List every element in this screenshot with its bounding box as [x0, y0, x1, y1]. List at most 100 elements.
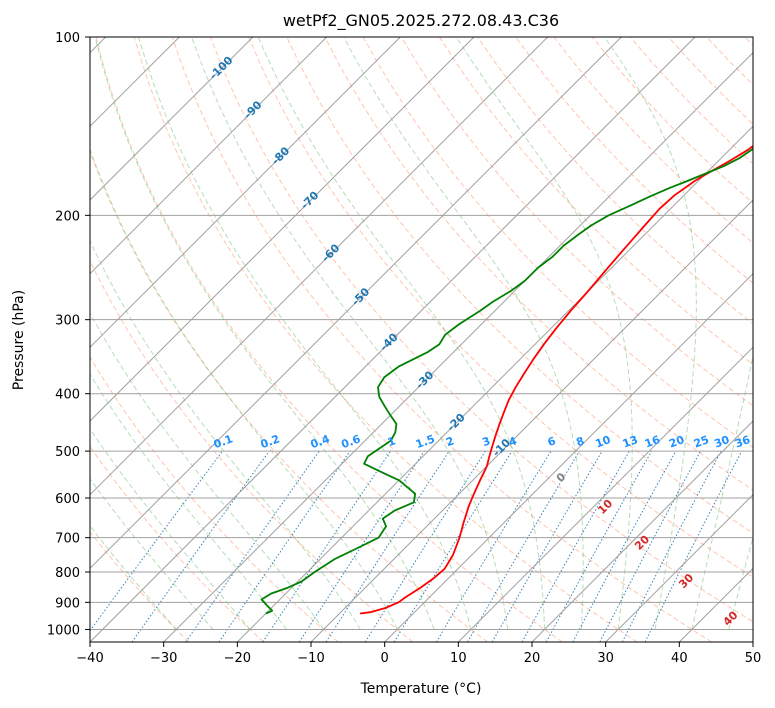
isotherm-line — [752, 641, 753, 642]
background-lines — [90, 37, 753, 642]
dry-adiabat-line — [706, 37, 753, 86]
dry-adiabat-line — [553, 37, 753, 244]
dry-adiabat-line — [90, 445, 264, 642]
isotherm-line — [90, 37, 475, 422]
mixing-ratio-line — [521, 450, 630, 642]
dry-adiabat-line — [133, 37, 638, 642]
x-tick-label: 50 — [745, 651, 762, 666]
mixing-ratio-label: 10 — [594, 433, 613, 451]
isotherm-line — [90, 37, 622, 570]
moist-adiabat-line — [90, 427, 251, 630]
x-tick-label: 0 — [381, 651, 389, 666]
moist-adiabat-line — [138, 37, 472, 630]
y-tick-label: 900 — [55, 596, 80, 611]
x-tick-label: 20 — [524, 651, 541, 666]
dry-adiabat-line — [668, 37, 753, 125]
mixing-ratio-label: 8 — [574, 434, 586, 449]
moist-adiabat-line — [604, 37, 697, 630]
mixing-ratio-line — [644, 450, 743, 642]
mixing-ratio-line — [435, 450, 552, 642]
moist-adiabat-line — [94, 37, 435, 630]
y-tick-label: 700 — [55, 532, 80, 547]
y-tick-label: 800 — [55, 566, 80, 581]
x-axis-label: Temperature (°C) — [360, 681, 482, 697]
dry-adiabat-line — [248, 37, 753, 578]
y-tick-label: 300 — [55, 314, 80, 329]
mixing-ratio-line — [185, 450, 320, 642]
dry-adiabat-line — [90, 356, 339, 642]
isotherm-line — [236, 125, 753, 642]
isotherm-line — [531, 420, 753, 642]
mixing-ratio-label: 0.6 — [340, 432, 363, 451]
mixing-ratio-line — [90, 450, 223, 632]
x-tick-label: 10 — [450, 651, 467, 666]
dry-adiabat-line — [90, 150, 488, 642]
mixing-ratio-label: 2 — [444, 434, 456, 449]
mixing-ratio-line — [545, 450, 653, 642]
isotherm-line — [90, 37, 328, 275]
y-tick-label: 100 — [55, 31, 80, 46]
dry-adiabat-line — [591, 37, 753, 204]
isotherm-line — [90, 37, 254, 201]
mixing-ratio-label: 16 — [643, 433, 662, 451]
moist-adiabat-line — [90, 311, 325, 630]
isotherm-line — [90, 37, 549, 496]
mixing-ratio-line — [131, 450, 270, 642]
moist-adiabat-line — [455, 37, 633, 630]
moist-adiabat-label: 10 — [595, 497, 615, 517]
mixing-ratio-label: 0.4 — [309, 432, 332, 451]
mixing-ratio-label: 6 — [546, 434, 558, 449]
moist-adiabat-line — [343, 37, 584, 630]
x-tick-label: −10 — [297, 651, 324, 666]
mixing-ratio-line — [393, 450, 513, 642]
dry-adiabat-line — [362, 37, 753, 449]
mixing-ratio-label: 1.5 — [414, 432, 437, 451]
mixing-ratio-label: 13 — [621, 433, 640, 450]
isotherm-line — [310, 199, 753, 642]
moist-adiabat-line — [90, 373, 288, 630]
x-tick-label: 40 — [671, 651, 688, 666]
plot-frame — [89, 36, 754, 643]
dry-adiabat-line — [400, 37, 753, 407]
y-tick-label: 400 — [55, 388, 80, 403]
mixing-ratio-line — [599, 450, 701, 642]
x-tick-label: −20 — [224, 651, 251, 666]
mixing-ratio-label: 36 — [733, 433, 752, 451]
dry-adiabat-line — [90, 531, 190, 642]
isotherm-line — [90, 37, 401, 349]
mixing-ratio-line — [572, 450, 677, 642]
mixing-ratio-line — [364, 450, 486, 642]
dry-adiabat-line — [171, 37, 712, 642]
dry-adiabat-line — [95, 37, 563, 642]
isotherm-line — [605, 493, 753, 642]
moist-adiabat-line — [728, 535, 753, 630]
mixing-ratio-label: 30 — [712, 433, 731, 451]
moist-adiabat-line — [691, 353, 753, 630]
mixing-ratio-line — [218, 450, 351, 642]
chart-title: wetPf2_GN05.2025.272.08.43.C36 — [283, 11, 559, 31]
dry-adiabat-line — [90, 259, 414, 642]
temperature-profile — [359, 144, 753, 615]
isotherm-line — [457, 346, 753, 642]
x-axis: −40 −30 −20 −10 0 10 20 30 40 50 — [76, 642, 761, 666]
mixing-ratio-line — [325, 450, 450, 642]
grid-lines — [90, 37, 753, 642]
mixing-ratio-label: 0.2 — [259, 432, 282, 451]
moist-adiabat-line — [90, 147, 398, 630]
dry-adiabat-line — [324, 37, 753, 491]
y-tick-label: 200 — [55, 209, 80, 224]
dry-adiabat-line — [477, 37, 753, 325]
x-tick-label: 30 — [597, 651, 614, 666]
moist-adiabat-label: 30 — [676, 571, 696, 591]
moist-adiabat-line — [90, 239, 361, 630]
moist-adiabat-line — [191, 37, 509, 630]
moist-adiabat-line — [90, 478, 214, 630]
dry-adiabat-line — [210, 37, 753, 623]
mixing-ratio-label: 4 — [507, 434, 519, 449]
dewpoint-profile — [260, 147, 753, 615]
mixing-ratio-line — [262, 450, 392, 642]
mixing-ratio-label: 0.1 — [212, 432, 235, 451]
mixing-ratio-line — [298, 450, 425, 642]
isotherm-line — [678, 567, 753, 642]
